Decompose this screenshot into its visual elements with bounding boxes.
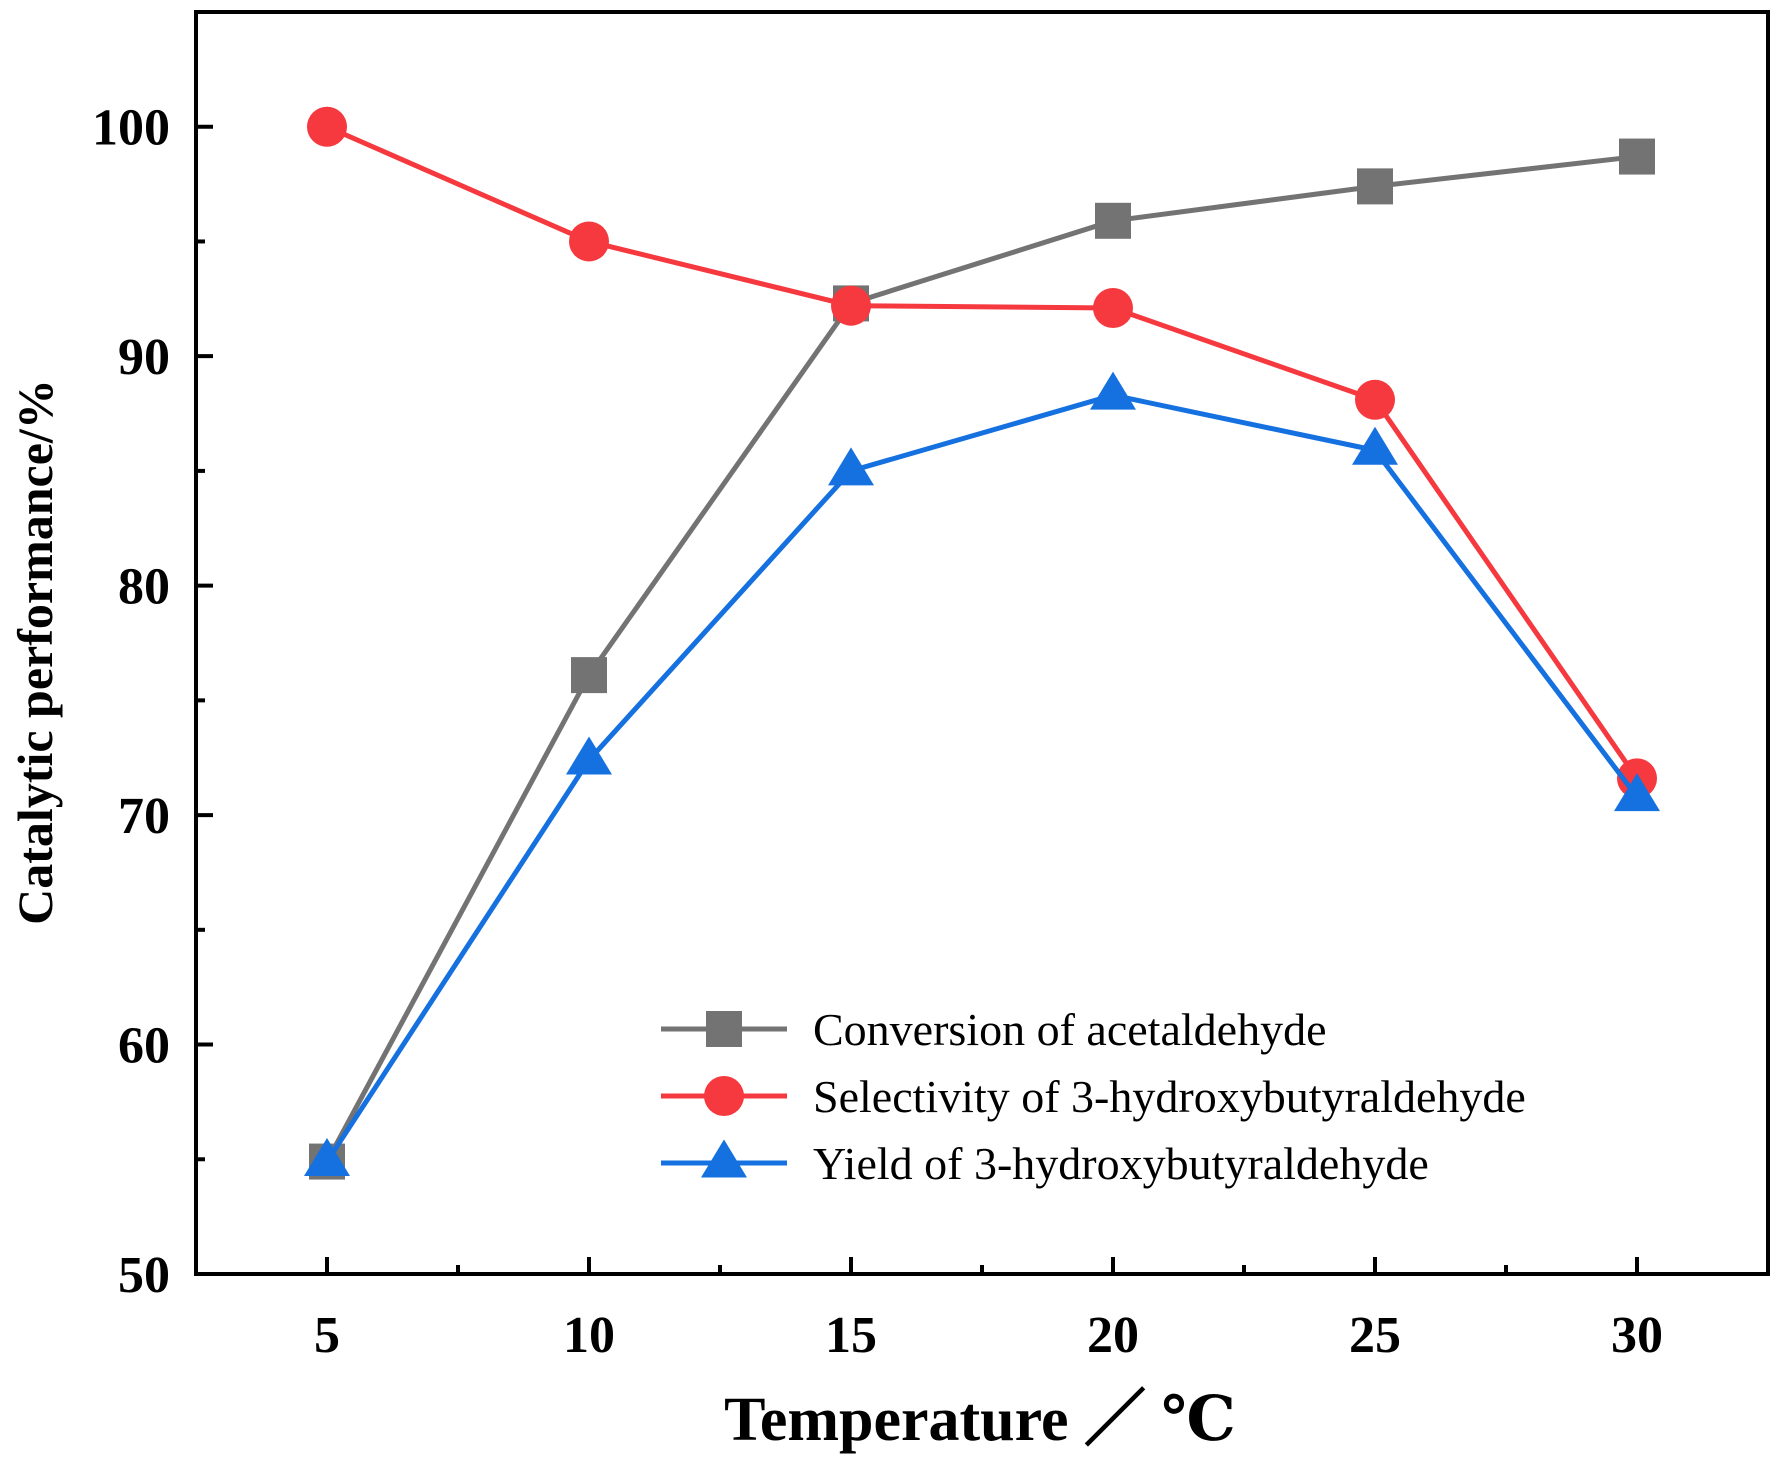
data-point-triangle	[828, 447, 874, 486]
y-axis-title: Catalytic performance/%	[7, 379, 63, 925]
y-tick-label: 70	[118, 788, 170, 845]
tick-label-layer: 5 10 15 20 25 30 50 60 70 80 90 100	[92, 100, 1663, 1364]
legend-entry: Conversion of acetaldehyde	[661, 1004, 1326, 1055]
series-line-square	[324, 154, 1638, 1163]
data-point-circle	[569, 221, 609, 262]
legend-label: Yield of 3-hydroxybutyraldehyde	[813, 1138, 1429, 1189]
y-tick-label: 90	[118, 329, 170, 386]
series-line-triangle	[324, 392, 1639, 1163]
y-tick-label: 60	[118, 1018, 170, 1075]
legend-marker-triangle	[701, 1139, 747, 1178]
series-triangle	[304, 371, 1660, 1177]
x-tick-label: 10	[563, 1307, 615, 1364]
legend-marker-square	[706, 1011, 742, 1047]
data-point-circle	[1355, 379, 1395, 420]
data-point-square	[1357, 168, 1393, 205]
data-point-square	[1095, 202, 1131, 239]
legend-entry: Yield of 3-hydroxybutyraldehyde	[661, 1138, 1429, 1189]
series-square	[309, 138, 1655, 1180]
data-point-triangle	[1614, 773, 1660, 812]
x-axis-title: Temperature ／ ℃	[724, 1385, 1236, 1454]
data-point-circle	[307, 106, 347, 147]
x-tick-label: 25	[1349, 1307, 1401, 1364]
legend-marker-circle	[704, 1076, 744, 1116]
legend-entry: Selectivity of 3-hydroxybutyraldehyde	[661, 1071, 1526, 1122]
data-point-circle	[1093, 287, 1133, 328]
legend-label: Selectivity of 3-hydroxybutyraldehyde	[813, 1071, 1526, 1122]
data-point-square	[1619, 138, 1655, 175]
series-line-circle	[325, 124, 1640, 780]
data-point-triangle	[1090, 371, 1136, 410]
data-point-circle	[831, 285, 871, 326]
series-circle	[307, 106, 1657, 799]
data-point-triangle	[304, 1138, 350, 1177]
y-tick-label: 50	[118, 1247, 170, 1304]
data-point-triangle	[1352, 426, 1398, 465]
x-tick-label: 5	[314, 1307, 340, 1364]
tick-layer	[196, 124, 1639, 1276]
legend-label: Conversion of acetaldehyde	[813, 1004, 1326, 1055]
x-tick-label: 15	[825, 1307, 877, 1364]
data-point-square	[571, 657, 607, 694]
data-point-triangle	[566, 736, 612, 775]
x-tick-label: 30	[1611, 1307, 1663, 1364]
x-tick-label: 20	[1087, 1307, 1139, 1364]
y-tick-label: 80	[118, 559, 170, 616]
series-layer	[304, 106, 1660, 1180]
y-tick-label: 100	[92, 100, 170, 157]
legend: Conversion of acetaldehyde Selectivity of…	[661, 1004, 1526, 1189]
